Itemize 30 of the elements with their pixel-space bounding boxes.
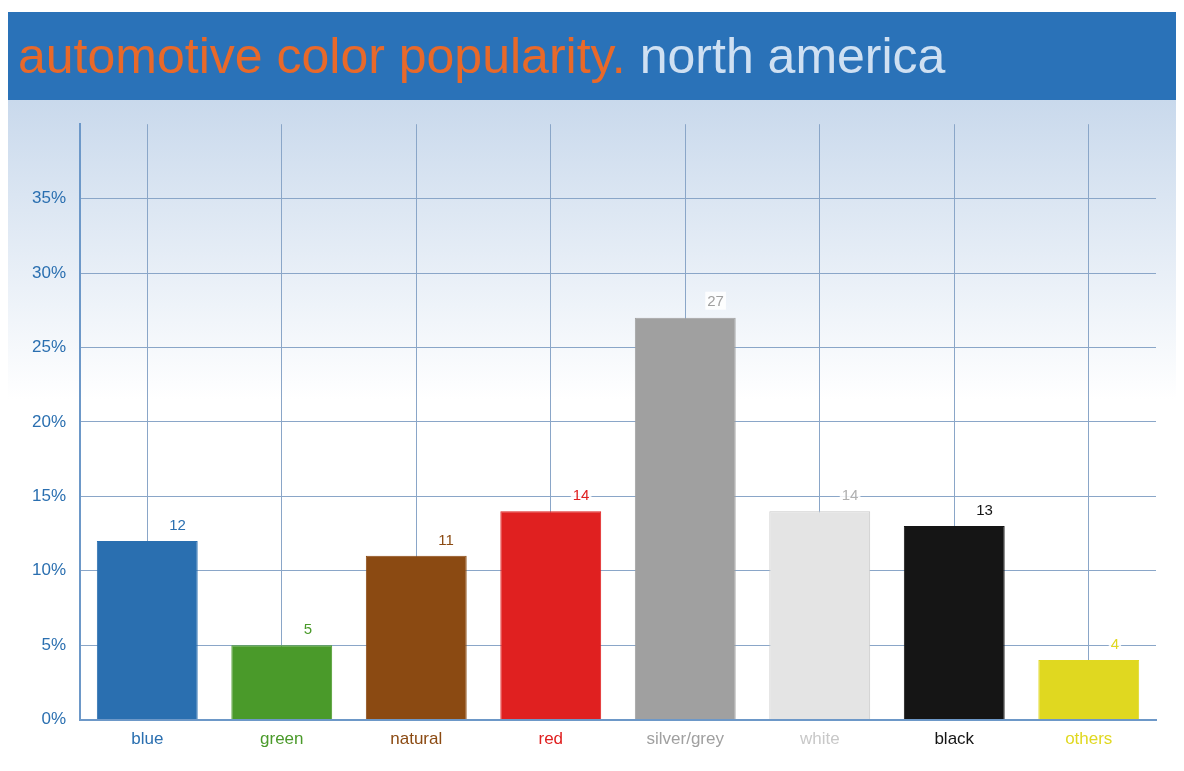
x-tick-label: others xyxy=(1065,729,1113,749)
data-label: 14 xyxy=(841,485,859,503)
y-tick-label: 35% xyxy=(31,188,67,208)
data-label: 13 xyxy=(976,500,993,518)
x-tick-label: red xyxy=(538,729,564,749)
x-tick-label: silver/grey xyxy=(646,729,725,749)
x-tick-label: black xyxy=(934,729,975,749)
data-label: 14 xyxy=(572,485,590,503)
chart-title: automotive color popularity. north america xyxy=(17,27,946,85)
data-label: 4 xyxy=(1110,634,1120,652)
data-label: 12 xyxy=(169,515,186,533)
y-tick-label: 15% xyxy=(31,486,67,506)
y-tick-label: 20% xyxy=(31,411,67,431)
y-tick-label: 5% xyxy=(41,634,67,654)
y-tick-label: 30% xyxy=(31,262,67,282)
bar xyxy=(96,540,198,720)
bar xyxy=(231,645,333,720)
bar xyxy=(1038,660,1140,720)
x-tick-label: natural xyxy=(390,729,443,749)
bar xyxy=(365,555,467,720)
data-label: 5 xyxy=(303,619,313,637)
y-tick-label: 25% xyxy=(31,337,67,357)
bar xyxy=(903,526,1005,720)
x-tick-label: blue xyxy=(131,729,164,749)
data-label: 11 xyxy=(438,530,454,548)
y-tick-label: 0% xyxy=(41,709,67,729)
y-tick-label: 10% xyxy=(31,560,67,580)
x-tick-label: green xyxy=(260,729,304,749)
bar xyxy=(634,317,736,720)
data-label: 27 xyxy=(707,292,724,310)
